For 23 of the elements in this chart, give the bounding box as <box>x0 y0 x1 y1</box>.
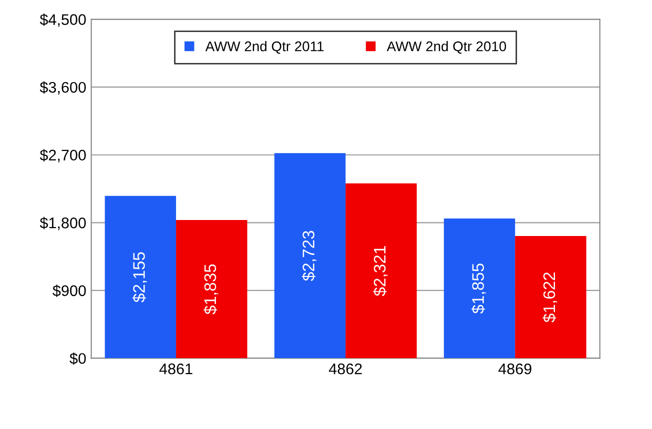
y-tick-label: $900 <box>52 284 86 298</box>
bar <box>515 236 586 358</box>
data-label: $2,155 <box>132 252 147 302</box>
data-label: $1,622 <box>542 272 558 322</box>
bar <box>176 220 248 358</box>
x-tick-label: 4869 <box>498 363 532 374</box>
bar <box>274 153 346 358</box>
bar <box>104 196 176 358</box>
data-label: $1,835 <box>204 264 218 314</box>
y-tick-label: $0 <box>70 352 86 365</box>
y-tick-label: $2,700 <box>40 149 86 162</box>
data-label: $2,723 <box>302 230 316 281</box>
y-tick-label: $4,500 <box>40 14 86 27</box>
legend-label: AWW 2nd Qtr 2010 <box>386 41 506 54</box>
data-label: $1,855 <box>471 264 486 314</box>
bar <box>444 218 516 358</box>
x-tick-label: 4861 <box>159 363 192 374</box>
bar <box>346 183 417 358</box>
y-tick-label: $1,800 <box>40 216 86 230</box>
data-label: $2,321 <box>373 246 388 296</box>
y-tick-label: $3,600 <box>40 81 86 95</box>
x-tick-label: 4862 <box>328 363 362 374</box>
legend-label: AWW 2nd Qtr 2011 <box>205 41 324 54</box>
